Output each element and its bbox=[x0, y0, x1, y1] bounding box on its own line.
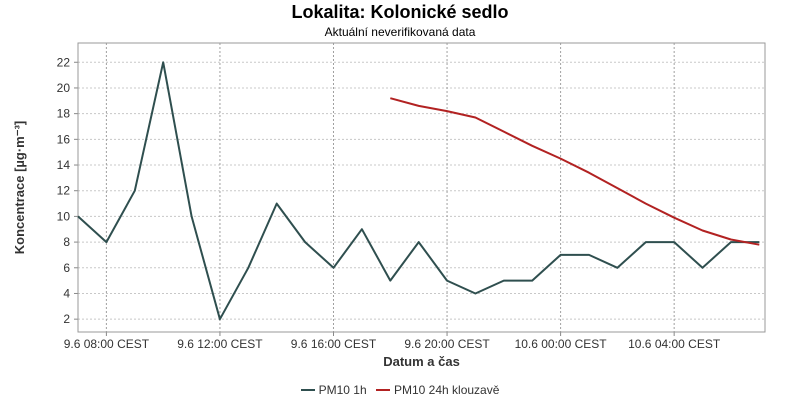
x-tick-label: 9.6 12:00 CEST bbox=[177, 337, 263, 351]
plot-frame bbox=[77, 42, 766, 333]
legend-swatch-pm10-1h bbox=[300, 389, 315, 391]
y-tick-label: 8 bbox=[63, 235, 70, 249]
x-tick-label: 9.6 08:00 CEST bbox=[64, 337, 150, 351]
legend-label-pm10-1h: PM10 1h bbox=[318, 383, 367, 397]
x-tick-label: 10.6 04:00 CEST bbox=[628, 337, 721, 351]
y-tick-label: 4 bbox=[63, 286, 70, 300]
plot-background bbox=[78, 43, 765, 332]
x-tick-label: 10.6 00:00 CEST bbox=[515, 337, 608, 351]
legend-item-pm10-1h: PM10 1h bbox=[300, 383, 367, 397]
y-tick-label: 2 bbox=[63, 312, 70, 326]
y-tick-label: 14 bbox=[57, 158, 71, 172]
chart-title: Lokalita: Kolonické sedlo bbox=[291, 2, 509, 22]
x-tick-label: 9.6 20:00 CEST bbox=[404, 337, 490, 351]
y-tick-label: 6 bbox=[63, 261, 70, 275]
y-tick-label: 16 bbox=[57, 132, 71, 146]
legend-item-pm10-24h: PM10 24h klouzavě bbox=[375, 383, 500, 397]
y-tick-label: 12 bbox=[57, 184, 71, 198]
y-tick-label: 10 bbox=[57, 209, 71, 223]
y-tick-label: 18 bbox=[57, 107, 71, 121]
y-tick-label: 22 bbox=[57, 55, 71, 69]
x-tick-label: 9.6 16:00 CEST bbox=[291, 337, 377, 351]
chart-legend: PM10 1h PM10 24h klouzavě bbox=[0, 380, 800, 397]
y-axis-title: Koncentrace [µg·m⁻³] bbox=[12, 121, 27, 255]
series-line-pm10-1h bbox=[77, 61, 760, 321]
series-line-pm10-24h bbox=[390, 97, 760, 246]
chart-subtitle: Aktuální neverifikovaná data bbox=[324, 25, 476, 39]
legend-label-pm10-24h: PM10 24h klouzavě bbox=[393, 383, 500, 397]
x-axis-title: Datum a čas bbox=[383, 354, 460, 369]
y-tick-label: 20 bbox=[57, 81, 71, 95]
legend-swatch-pm10-24h bbox=[375, 389, 390, 391]
